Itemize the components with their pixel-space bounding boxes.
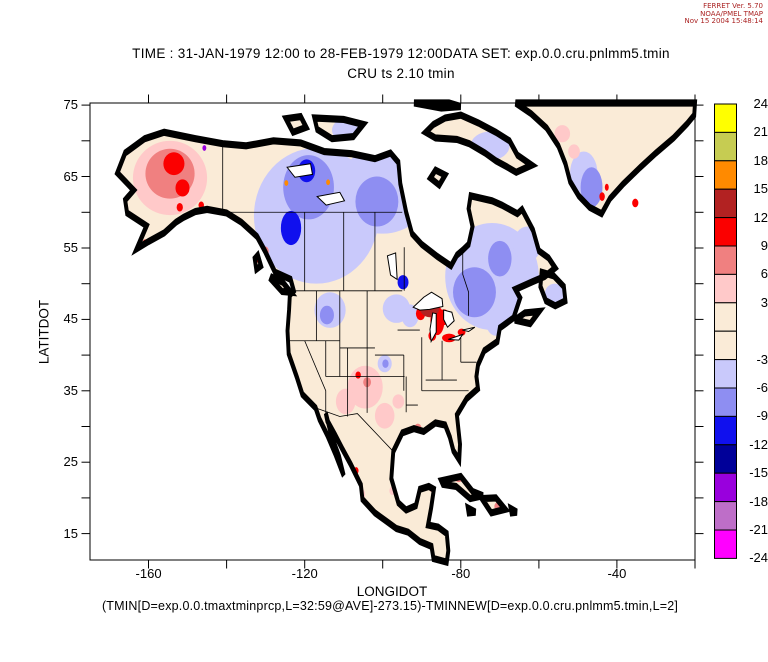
anomaly-region-slave-orange <box>326 179 331 186</box>
plot-title-time-dataset: TIME : 31-JAN-1979 12:00 to 28-FEB-1979 … <box>132 46 670 61</box>
colorbar-label--21: -21 <box>749 522 768 537</box>
anomaly-region-alaska-red-south <box>175 179 190 197</box>
y-tick-label-55: 55 <box>63 239 78 255</box>
colorbar-cell-2 <box>714 160 737 190</box>
anomaly-region-greenland-red-se <box>599 192 605 201</box>
colorbar-label-21: 21 <box>753 124 768 140</box>
colorbar-cell-10 <box>714 387 737 417</box>
colorbar-label-6: 6 <box>760 266 768 282</box>
anomaly-region-wisc-lav <box>401 304 419 328</box>
anomaly-region-nm-red <box>355 371 361 379</box>
colorbar-cell-6 <box>714 273 737 304</box>
anomaly-region-nbc-blue <box>280 210 302 246</box>
y-tick-label-25: 25 <box>63 454 78 470</box>
colorbar-label-24: 24 <box>753 96 768 111</box>
colorbar-cell-11 <box>714 415 737 446</box>
colorbar-label--3: -3 <box>756 351 768 367</box>
anomaly-region-arctic-red2 <box>376 145 382 152</box>
anomaly-region-quebec-peri <box>452 267 496 318</box>
colorbar-cell-9 <box>714 359 737 389</box>
anomaly-shading-unclipped <box>632 198 639 208</box>
anomaly-region-akcoast-red1 <box>176 202 183 212</box>
colorbar-label--18: -18 <box>749 493 768 509</box>
colorbar <box>714 103 737 559</box>
colorbar-cell-14 <box>714 501 737 531</box>
colorbar-cell-15 <box>714 529 737 559</box>
anomaly-region-tx-pink2 <box>392 394 405 409</box>
y-tick-label-15: 15 <box>63 525 78 541</box>
colorbar-label-3: 3 <box>760 294 768 310</box>
colorbar-label--9: -9 <box>756 408 768 424</box>
colorbar-cell-13 <box>714 472 737 503</box>
state-province-borders <box>223 144 477 452</box>
colorbar-cell-5 <box>714 245 737 275</box>
colorbar-label--24: -24 <box>749 550 768 566</box>
plot-frame <box>89 102 696 561</box>
anomaly-region-quebec-peri2 <box>488 240 512 277</box>
stamp-line-1: FERRET Ver. 5.70 <box>703 2 763 10</box>
colorbar-cell-0 <box>714 103 737 133</box>
colorbar-cell-3 <box>714 188 737 219</box>
anomaly-region-greenland-red-se2 <box>604 183 609 191</box>
colorbar-label-18: 18 <box>753 152 768 168</box>
colorbar-cell-8 <box>714 330 737 361</box>
stamp-line-3: Nov 15 2004 15:48:14 <box>684 17 764 25</box>
lakes <box>287 164 475 342</box>
plot-title-variable: CRU ts 2.10 tmin <box>347 66 455 81</box>
anomaly-region-yukon-purple <box>202 145 207 151</box>
x-tick-label--40: -40 <box>607 566 627 581</box>
y-tick-label-35: 35 <box>63 382 78 398</box>
anomaly-region-greenland-pink-nw <box>554 125 571 143</box>
axis-ticks <box>81 94 704 569</box>
colorbar-cell-7 <box>714 302 737 332</box>
map-area <box>117 103 695 562</box>
colorbar-label--15: -15 <box>749 465 768 481</box>
colorbar-label-15: 15 <box>753 181 768 197</box>
colorbar-cell-4 <box>714 217 737 247</box>
x-axis-title: LONGIDOT <box>356 584 428 599</box>
anomaly-region-idaho-peri <box>319 305 334 325</box>
anomaly-region-keewatin-peri <box>355 176 399 227</box>
y-tick-label-65: 65 <box>63 168 78 184</box>
anomaly-region-tx-pink <box>374 402 395 429</box>
colorbar-label--6: -6 <box>756 380 768 395</box>
ferret-version-stamp: FERRET Ver. 5.70 NOAA/PMEL TMAP Nov 15 2… <box>684 2 764 26</box>
anomaly-region-ocean-red-dot <box>632 198 639 208</box>
colorbar-label-9: 9 <box>760 238 768 253</box>
x-tick-label--120: -120 <box>291 566 318 581</box>
colorbar-label--12: -12 <box>749 436 768 452</box>
y-tick-label-75: 75 <box>63 97 78 113</box>
anomaly-region-kansas-peri <box>382 359 389 368</box>
colorbar-label-12: 12 <box>753 209 768 225</box>
anomaly-region-greenland-peri <box>580 167 603 208</box>
variable-expression-caption: (TMIN[D=exp.0.0.tmaxtminprcp,L=32:59@AVE… <box>101 599 679 613</box>
anomaly-region-alaska-red-core <box>163 152 185 176</box>
stamp-line-2: NOAA/PMEL TMAP <box>700 9 763 18</box>
anomaly-region-az-pink <box>335 388 356 415</box>
x-tick-label--80: -80 <box>451 566 471 581</box>
colorbar-cell-12 <box>714 444 737 474</box>
colorbar-cell-1 <box>714 131 737 162</box>
anomaly-region-ontario-blue <box>397 275 409 290</box>
y-tick-label-45: 45 <box>63 311 78 327</box>
anomaly-region-gbear-orange <box>284 180 289 186</box>
x-tick-label--160: -160 <box>135 566 162 581</box>
anomaly-region-greenland-pink-w <box>568 144 580 159</box>
y-axis-title: LATITDOT <box>36 299 52 365</box>
